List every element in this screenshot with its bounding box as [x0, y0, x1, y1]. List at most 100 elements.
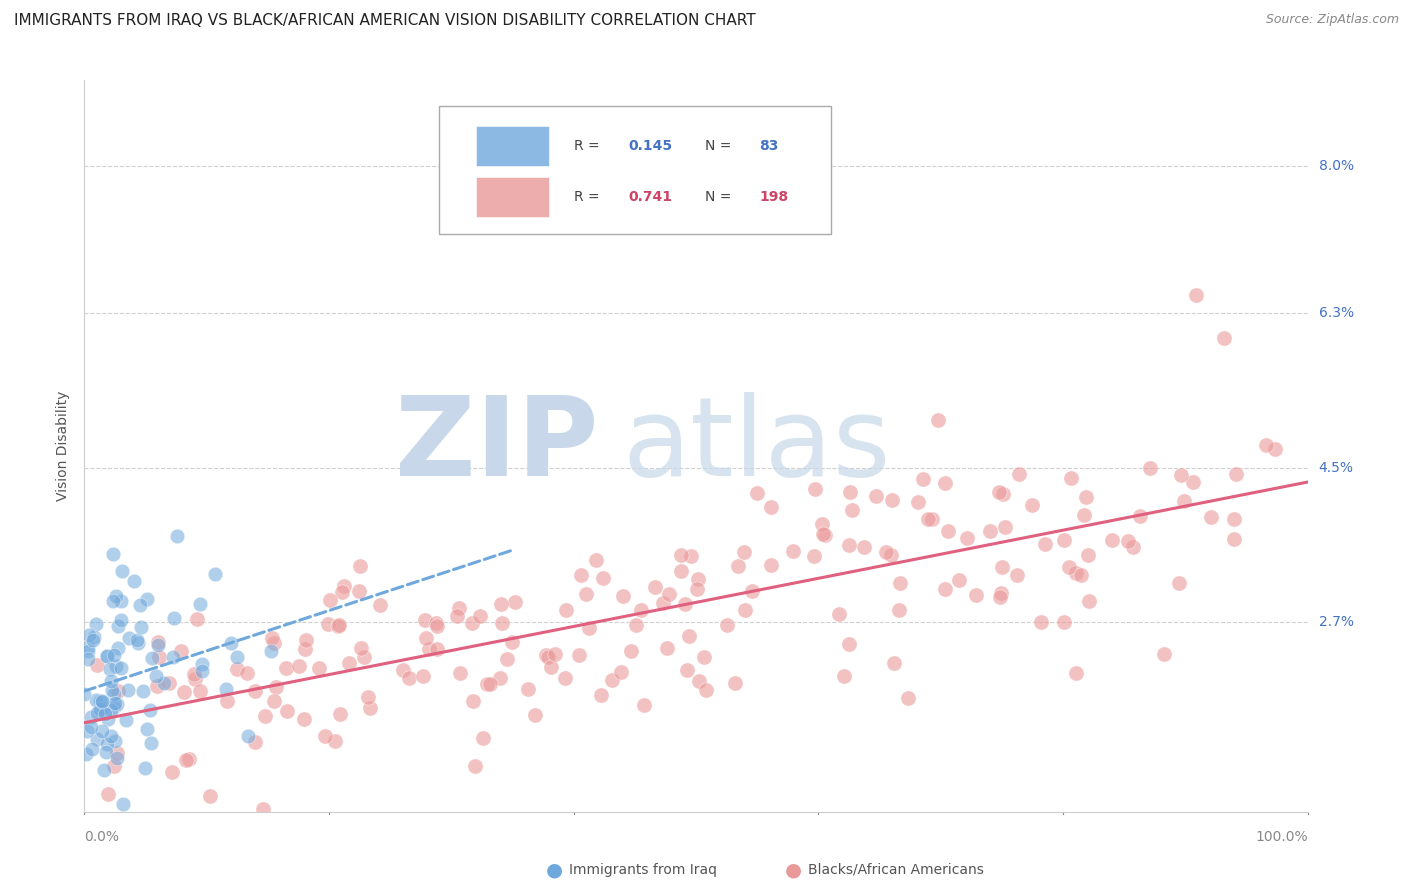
Point — [314, 729, 336, 743]
Point — [243, 735, 266, 749]
Point — [330, 585, 353, 599]
Point — [745, 486, 768, 500]
Point — [733, 545, 755, 559]
Point — [359, 701, 381, 715]
Text: 2.7%: 2.7% — [1319, 615, 1354, 630]
Point — [630, 603, 652, 617]
Point — [1264, 442, 1286, 457]
Point — [82, 632, 104, 647]
Point — [103, 687, 125, 701]
Point — [723, 675, 745, 690]
Y-axis label: Vision Disability: Vision Disability — [56, 391, 70, 501]
Point — [326, 619, 349, 633]
Point — [1077, 548, 1099, 562]
Point — [145, 669, 167, 683]
Point — [675, 663, 697, 677]
Point — [104, 696, 127, 710]
Point — [162, 765, 184, 780]
Point — [105, 659, 128, 673]
Point — [253, 708, 276, 723]
Point — [263, 636, 285, 650]
Point — [988, 484, 1011, 499]
Text: R =: R = — [574, 139, 603, 153]
Point — [1185, 288, 1208, 302]
Point — [77, 644, 100, 658]
Text: 0.741: 0.741 — [628, 190, 672, 204]
FancyBboxPatch shape — [475, 178, 550, 218]
Point — [673, 597, 696, 611]
Point — [308, 661, 330, 675]
Point — [110, 614, 132, 628]
Point — [276, 704, 298, 718]
Point — [294, 642, 316, 657]
Point — [96, 737, 118, 751]
Point — [1139, 461, 1161, 475]
Point — [264, 680, 287, 694]
Point — [911, 472, 934, 486]
Point — [413, 613, 436, 627]
Point — [260, 644, 283, 658]
Point — [651, 596, 673, 610]
Point — [100, 683, 122, 698]
Point — [262, 632, 284, 646]
Point — [323, 734, 346, 748]
Point — [316, 616, 339, 631]
Point — [734, 603, 756, 617]
Point — [103, 648, 125, 663]
Text: ●: ● — [546, 860, 562, 880]
Point — [759, 500, 782, 514]
Point — [479, 677, 502, 691]
Point — [1077, 593, 1099, 607]
Point — [1181, 475, 1204, 490]
Point — [624, 618, 647, 632]
Point — [688, 673, 710, 688]
Point — [198, 789, 221, 804]
Point — [170, 643, 193, 657]
Point — [100, 729, 122, 743]
Point — [936, 524, 959, 539]
Text: 0.0%: 0.0% — [84, 830, 120, 844]
Point — [75, 747, 97, 762]
Point — [810, 516, 832, 531]
Point — [1064, 566, 1087, 580]
Point — [111, 564, 134, 578]
Point — [94, 745, 117, 759]
Point — [105, 751, 128, 765]
Point — [89, 702, 111, 716]
Point — [727, 558, 749, 573]
Point — [468, 609, 491, 624]
Point — [219, 636, 242, 650]
Point — [295, 633, 318, 648]
Point — [540, 660, 562, 674]
Point — [412, 669, 434, 683]
Point — [398, 672, 420, 686]
Point — [177, 752, 200, 766]
Text: N =: N = — [704, 139, 735, 153]
Point — [100, 703, 122, 717]
Point — [80, 720, 103, 734]
Point — [612, 589, 634, 603]
Text: 100.0%: 100.0% — [1256, 830, 1308, 844]
Point — [353, 650, 375, 665]
Point — [889, 576, 911, 591]
Point — [865, 490, 887, 504]
Point — [292, 712, 315, 726]
Point — [1223, 512, 1246, 526]
Point — [186, 612, 208, 626]
Point — [104, 734, 127, 748]
Point — [112, 797, 135, 811]
Point — [288, 659, 311, 673]
Point — [1173, 493, 1195, 508]
Point — [991, 486, 1014, 500]
Point — [575, 587, 598, 601]
Point — [105, 698, 128, 712]
Point — [569, 568, 592, 582]
Point — [934, 475, 956, 490]
Point — [883, 656, 905, 670]
Point — [83, 630, 105, 644]
Point — [225, 649, 247, 664]
Point — [471, 731, 494, 746]
Point — [153, 676, 176, 690]
Point — [695, 683, 717, 698]
Point — [897, 691, 920, 706]
